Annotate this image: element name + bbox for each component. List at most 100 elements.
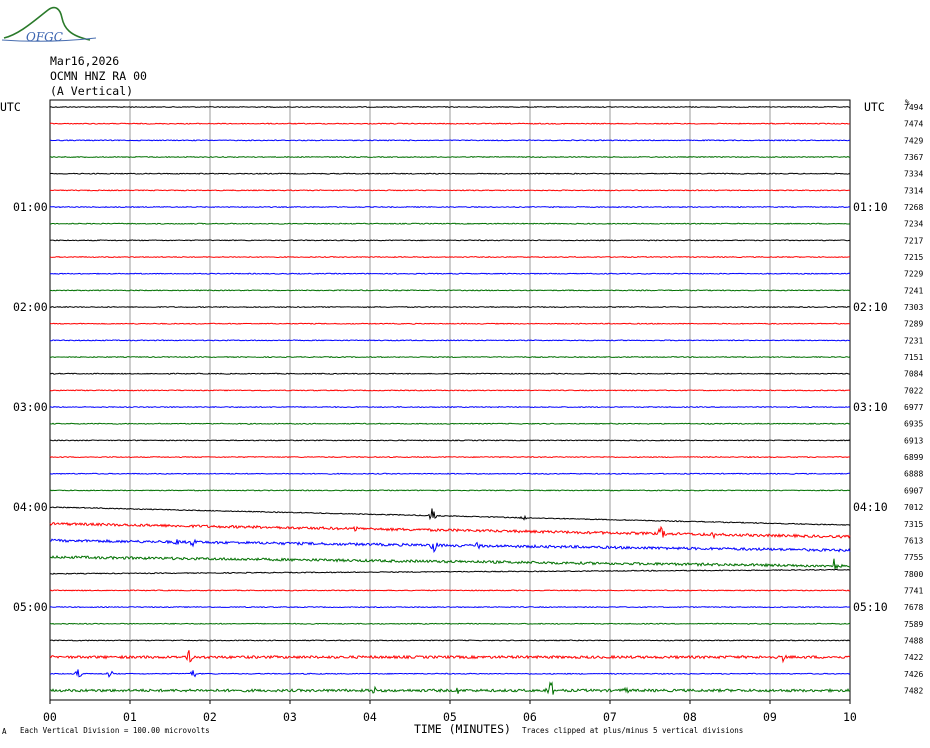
trace-value-label: 6907 — [904, 486, 923, 495]
trace-value-label: 7084 — [904, 370, 923, 379]
trace-line — [49, 172, 851, 175]
trace-line — [50, 622, 851, 625]
trace-value-label: 7474 — [904, 120, 923, 129]
right-axis-title: UTC — [864, 100, 885, 114]
trace-value-label: 7488 — [904, 636, 923, 645]
trace-value-label: 7367 — [904, 153, 923, 162]
logo-underline-icon — [1, 37, 97, 42]
trace-line — [49, 222, 851, 225]
trace-value-label: 7215 — [904, 253, 923, 262]
trace-line — [49, 506, 851, 526]
trace-line — [49, 139, 850, 142]
trace-value-label: 7217 — [904, 236, 923, 245]
clip-note: Traces clipped at plus/minus 5 vertical … — [522, 726, 743, 735]
x-tick-label: 07 — [603, 710, 617, 724]
trace-value-label: 7741 — [904, 586, 923, 595]
trace-line — [49, 289, 851, 292]
right-hour-label: 01:10 — [853, 200, 888, 214]
x-tick-label: 04 — [363, 710, 377, 724]
logo-swoosh-icon — [3, 6, 91, 41]
header-date: Mar16,2026 — [50, 54, 119, 68]
trace-line — [49, 372, 851, 375]
x-tick-label: 03 — [283, 710, 297, 724]
trace-line — [49, 650, 851, 664]
trace-value-label: 7289 — [904, 320, 923, 329]
x-tick-labels: 00 01 02 03 04 05 06 07 08 09 10 — [43, 710, 857, 724]
trace-value-label: 7426 — [904, 670, 923, 679]
trace-line — [49, 455, 851, 459]
trace-line — [49, 122, 851, 125]
x-tick-label: 01 — [123, 710, 137, 724]
left-hour-label: 01:00 — [13, 200, 48, 214]
trace-value-label: 6913 — [904, 436, 923, 445]
logo-text: OFGC — [26, 30, 63, 44]
right-hour-label: 05:10 — [853, 600, 888, 614]
trace-line — [49, 105, 851, 109]
trace-line — [49, 355, 851, 359]
trace-line — [49, 239, 850, 242]
x-tick-label: 10 — [843, 710, 857, 724]
trace-line — [49, 568, 850, 575]
trace-line — [49, 489, 851, 492]
right-hour-label: 02:10 — [853, 300, 888, 314]
trace-line — [49, 472, 850, 475]
x-tick-label: 00 — [43, 710, 57, 724]
trace-value-label: 7800 — [904, 570, 923, 579]
right-trace-values: 7494 7474 7429 7367 7334 7314 7268 7234 7217 7215… — [904, 103, 923, 695]
trace-line — [49, 606, 850, 609]
trace-line — [49, 189, 851, 192]
trace-value-label: 7482 — [904, 686, 923, 695]
trace-line — [49, 639, 851, 642]
right-values-title: % — [905, 98, 910, 107]
trace-value-label: 7755 — [904, 553, 923, 562]
trace-value-label: 7334 — [904, 170, 923, 179]
trace-value-label: 6888 — [904, 470, 923, 479]
x-tick-label: 06 — [523, 710, 537, 724]
logo: OFGC — [1, 6, 97, 44]
trace-value-label: 7589 — [904, 620, 923, 629]
x-tick-label: 02 — [203, 710, 217, 724]
trace-line — [50, 422, 851, 425]
trace-value-label: 7229 — [904, 270, 923, 279]
trace-line — [49, 554, 851, 570]
right-hour-labels: 01:10 02:10 03:10 04:10 05:10 — [853, 200, 888, 614]
trace-line — [49, 589, 851, 592]
trace-value-label: 7678 — [904, 603, 923, 612]
trace-line — [49, 669, 851, 678]
trace-value-label: 7241 — [904, 286, 923, 295]
left-hour-label: 03:00 — [13, 400, 48, 414]
left-hour-label: 02:00 — [13, 300, 48, 314]
trace-value-label: 7429 — [904, 136, 923, 145]
trace-line — [50, 155, 851, 159]
trace-value-label: 7268 — [904, 203, 923, 212]
trace-value-label: 7314 — [904, 186, 923, 195]
trace-value-label: 7494 — [904, 103, 923, 112]
seismic-traces — [49, 105, 851, 695]
trace-line — [49, 538, 851, 554]
trace-value-label: 7234 — [904, 220, 923, 229]
right-hour-label: 04:10 — [853, 500, 888, 514]
trace-value-label: 6935 — [904, 420, 923, 429]
trace-value-label: 7022 — [904, 386, 923, 395]
trace-line — [49, 522, 851, 540]
x-tick-label: 05 — [443, 710, 457, 724]
x-tick-label: 08 — [683, 710, 697, 724]
trace-value-label: 7151 — [904, 353, 923, 362]
left-hour-labels: 01:00 02:00 03:00 04:00 05:00 — [13, 200, 48, 614]
trace-line — [49, 405, 851, 409]
scale-note: Each Vertical Division = 100.00 microvol… — [20, 726, 210, 735]
header-component: (A Vertical) — [50, 84, 133, 98]
trace-value-label: 7422 — [904, 653, 923, 662]
left-hour-label: 05:00 — [13, 600, 48, 614]
trace-value-label: 7303 — [904, 303, 923, 312]
x-axis-label: TIME (MINUTES) — [414, 722, 511, 736]
trace-line — [49, 322, 851, 325]
left-hour-label: 04:00 — [13, 500, 48, 514]
trace-line — [49, 681, 851, 695]
trace-value-label: 7012 — [904, 503, 923, 512]
trace-line — [49, 339, 851, 342]
left-axis-title: UTC — [0, 100, 21, 114]
grid-lines — [49, 100, 851, 704]
trace-line — [49, 305, 851, 309]
right-hour-label: 03:10 — [853, 400, 888, 414]
